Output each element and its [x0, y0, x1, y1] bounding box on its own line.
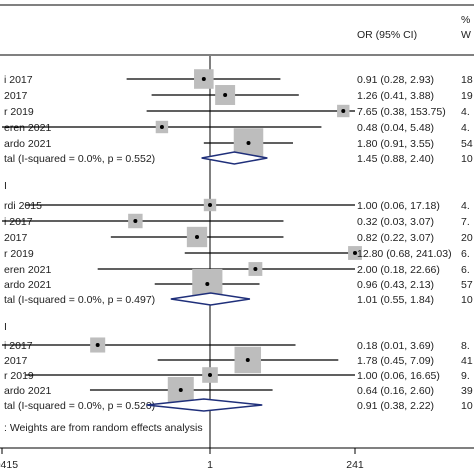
weight-value: 39: [461, 385, 473, 397]
or-ci-value: 0.32 (0.03, 3.07): [357, 216, 434, 228]
point-estimate: [195, 235, 200, 239]
or-ci-value: 1.00 (0.06, 17.18): [357, 200, 440, 212]
point-estimate: [205, 282, 210, 286]
study-label: ardo 2021: [4, 279, 51, 291]
subgroup-header: I: [4, 321, 7, 333]
or-ci-value: 1.78 (0.45, 7.09): [357, 355, 434, 367]
point-estimate: [95, 343, 100, 347]
x-tick-label: 1: [207, 459, 213, 471]
point-estimate: [246, 141, 251, 145]
point-estimate: [133, 219, 138, 223]
overall-diamond: [170, 292, 251, 306]
overall-label: tal (I-squared = 0.0%, p = 0.497): [4, 294, 155, 306]
point-estimate: [159, 125, 164, 129]
study-label: r 2019: [4, 370, 34, 382]
point-estimate: [245, 358, 250, 362]
point-estimate: [201, 77, 206, 81]
weight-value: 4.: [461, 122, 470, 134]
weight-value: 4.: [461, 200, 470, 212]
overall-label: tal (I-squared = 0.0%, p = 0.552): [4, 153, 155, 165]
study-label: i 2017: [4, 340, 33, 352]
or-ci-value: 0.18 (0.01, 3.69): [357, 340, 434, 352]
study-label: 2017: [4, 90, 28, 102]
overall-diamond: [146, 398, 263, 412]
study-label: ardo 2021: [4, 385, 51, 397]
study-label: rdi 2015: [4, 200, 42, 212]
or-ci-value: 0.64 (0.16, 2.60): [357, 385, 434, 397]
overall-or-ci: 1.45 (0.88, 2.40): [357, 153, 434, 165]
x-tick-label: .00415: [0, 459, 18, 471]
subgroup-header: I: [4, 180, 7, 192]
or-ci-value: 2.00 (0.18, 22.66): [357, 264, 440, 276]
overall-or-ci: 0.91 (0.38, 2.22): [357, 400, 434, 412]
weight-header-w: W: [461, 29, 471, 41]
point-estimate: [208, 203, 212, 207]
or-ci-value: 7.65 (0.38, 153.75): [357, 106, 446, 118]
x-tick-label: 241: [346, 459, 364, 471]
or-ci-value: 0.48 (0.04, 5.48): [357, 122, 434, 134]
weight-value: 8.: [461, 340, 470, 352]
weight-value: 7.: [461, 216, 470, 228]
plot-layer: i 2017 0.91 (0.28, 2.93) 18 2017 1.26 (0.41,…: [2, 56, 473, 448]
overall-label: tal (I-squared = 0.0%, p = 0.520): [4, 400, 155, 412]
or-ci-header: OR (95% CI): [357, 29, 417, 41]
weight-value: 19: [461, 90, 473, 102]
or-ci-value: 1.26 (0.41, 3.88): [357, 90, 434, 102]
overall-weight: 10: [461, 400, 473, 412]
weight-value: 18: [461, 74, 473, 86]
study-label: r 2019: [4, 248, 34, 260]
point-estimate: [253, 267, 258, 271]
study-label: 2017: [4, 232, 28, 244]
study-label: i 2017: [4, 74, 33, 86]
study-label: 2017: [4, 355, 28, 367]
point-estimate: [353, 251, 357, 255]
study-label: eren 2021: [4, 264, 51, 276]
weight-header-pct: %: [461, 14, 470, 26]
weight-value: 41: [461, 355, 473, 367]
weight-value: 20: [461, 232, 473, 244]
weight-value: 6.: [461, 248, 470, 260]
overall-weight: 10: [461, 153, 473, 165]
weight-value: 9.: [461, 370, 470, 382]
point-estimate: [208, 373, 212, 377]
or-ci-value: 0.96 (0.43, 2.13): [357, 279, 434, 291]
point-estimate: [178, 388, 183, 392]
weight-value: 6.: [461, 264, 470, 276]
study-label: r 2019: [4, 106, 34, 118]
or-ci-value: 1.80 (0.91, 3.55): [357, 138, 434, 150]
weight-value: 54: [461, 138, 473, 150]
or-ci-value: 0.91 (0.28, 2.93): [357, 74, 434, 86]
footnote: : Weights are from random effects analys…: [4, 422, 203, 434]
weight-value: 4.: [461, 106, 470, 118]
study-label: eren 2021: [4, 122, 51, 134]
point-estimate: [341, 109, 346, 113]
study-label: i 2017: [4, 216, 33, 228]
overall-or-ci: 1.01 (0.55, 1.84): [357, 294, 434, 306]
point-estimate: [223, 93, 228, 97]
or-ci-value: 0.82 (0.22, 3.07): [357, 232, 434, 244]
or-ci-value: 1.00 (0.06, 16.65): [357, 370, 440, 382]
weight-value: 57: [461, 279, 473, 291]
study-label: ardo 2021: [4, 138, 51, 150]
or-ci-value: 12.80 (0.68, 241.03): [357, 248, 452, 260]
overall-weight: 10: [461, 294, 473, 306]
x-axis: .00415 1 241: [0, 448, 364, 471]
overall-diamond: [201, 151, 268, 165]
